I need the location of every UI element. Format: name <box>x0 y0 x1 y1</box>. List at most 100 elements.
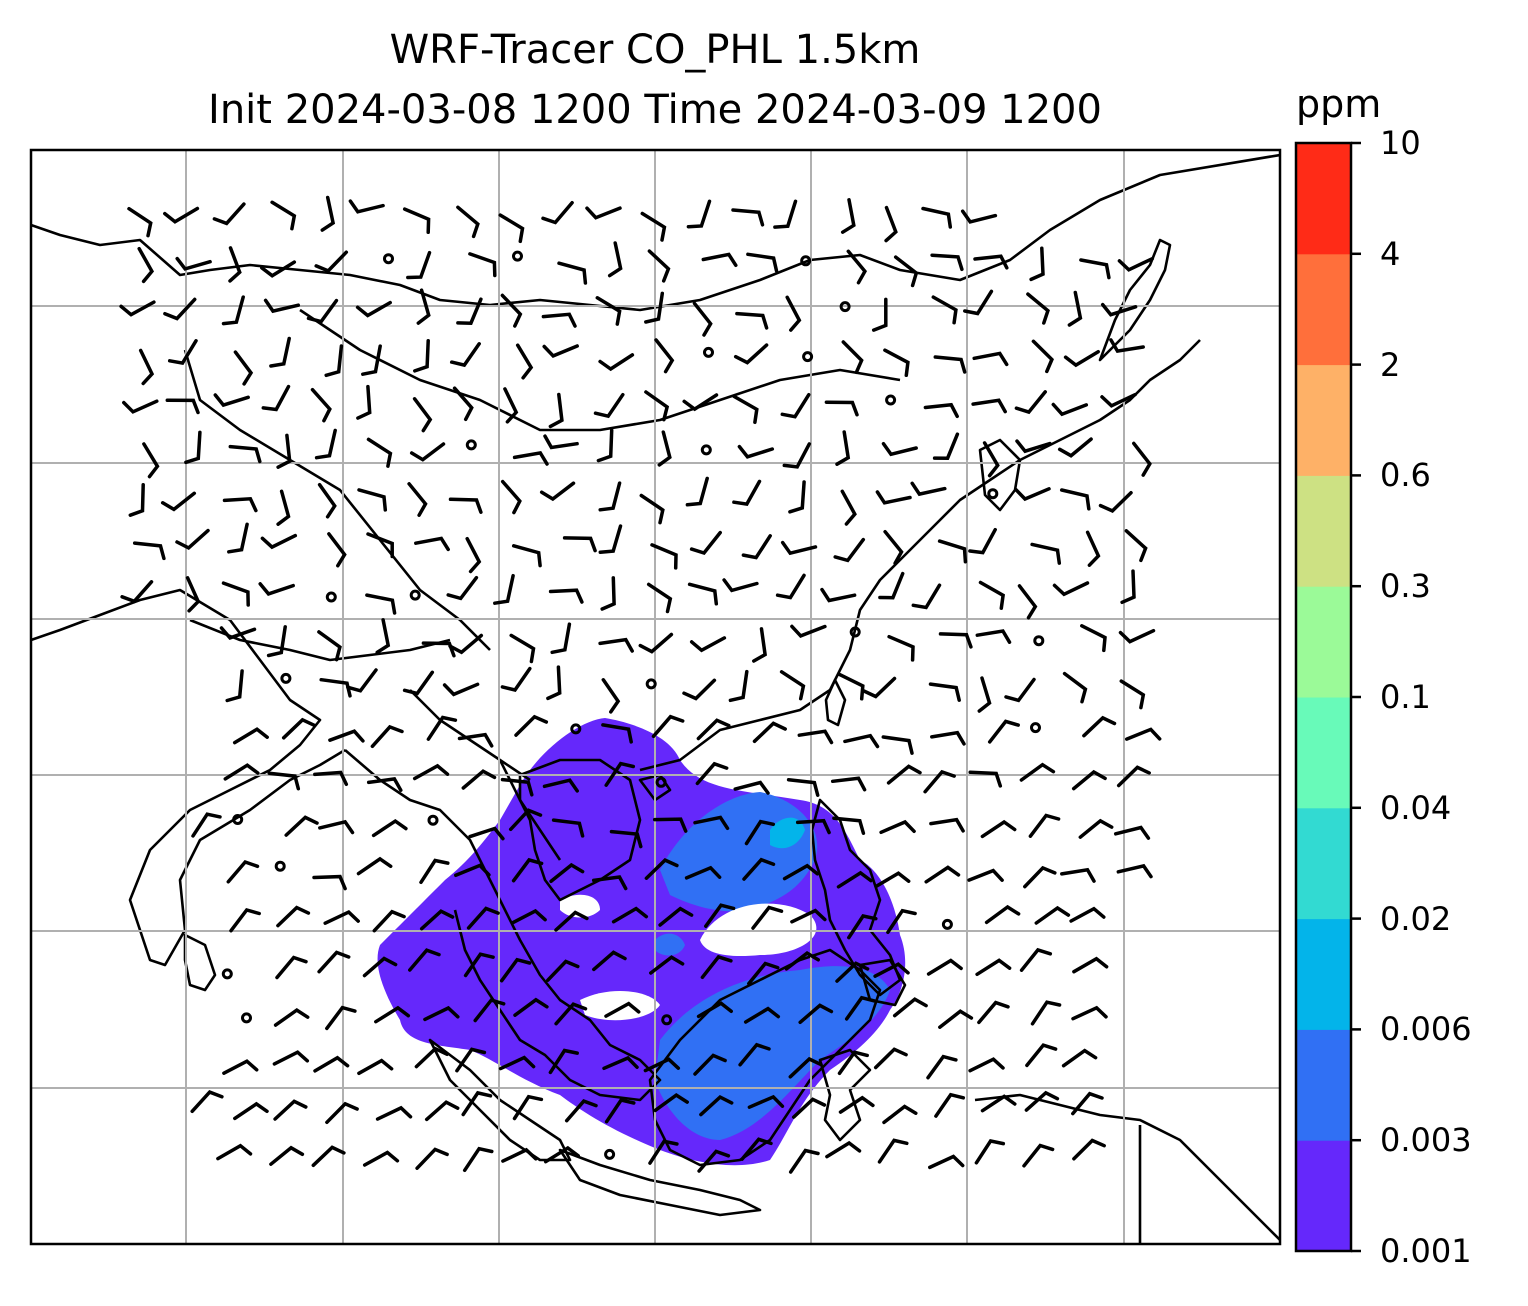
wind-barb <box>500 479 522 515</box>
wind-barb <box>963 289 994 316</box>
wind-barb <box>684 865 722 880</box>
coastline-borneo <box>648 948 882 1167</box>
wind-barb <box>682 393 719 412</box>
wind-barb <box>923 402 959 419</box>
wind-barb <box>1019 947 1053 972</box>
wind-barb <box>682 678 717 701</box>
wind-barb <box>840 489 857 526</box>
wind-barb <box>960 209 998 224</box>
calm-wind-marker <box>465 439 477 451</box>
wind-barbs <box>119 195 1162 1174</box>
wind-barb <box>546 959 580 982</box>
wind-barb <box>228 246 242 283</box>
wind-barb <box>921 206 953 229</box>
wind-barb <box>1014 487 1051 502</box>
wind-barb <box>461 1090 493 1117</box>
calm-wind-marker <box>1030 722 1041 734</box>
wind-barb <box>874 871 911 889</box>
wind-barb <box>644 390 670 422</box>
wind-barb <box>455 1047 487 1073</box>
calm-wind-marker <box>987 488 999 500</box>
wind-barb <box>311 1145 346 1168</box>
wind-barb <box>212 202 246 226</box>
coastline-new-guinea <box>974 1093 1280 1241</box>
wind-barb <box>932 432 960 460</box>
wind-barb <box>539 481 576 502</box>
wind-barb <box>937 539 968 564</box>
colorbar-tick-label: 0.04 <box>1380 788 1452 827</box>
calm-wind-marker <box>570 723 582 735</box>
wind-barb <box>930 730 966 746</box>
wind-barb <box>1023 865 1057 889</box>
wind-barb <box>598 353 635 372</box>
wind-barb <box>258 582 295 596</box>
wind-barb <box>732 394 759 425</box>
wind-barb <box>933 355 967 374</box>
wind-barb <box>317 482 337 519</box>
wind-barb <box>658 906 694 927</box>
wind-barb <box>653 1092 689 1113</box>
wind-barb <box>375 618 391 655</box>
wind-barb <box>780 392 811 419</box>
wind-barb <box>415 1147 449 1170</box>
wind-barb <box>442 682 480 697</box>
wind-barb <box>511 857 544 883</box>
wind-barb <box>327 532 347 568</box>
wind-barb <box>685 476 709 507</box>
calm-wind-marker <box>221 968 233 980</box>
wind-barb <box>696 1001 733 1019</box>
wind-barb <box>972 351 1009 367</box>
wind-barb <box>728 669 749 703</box>
colorbar <box>1294 141 1361 1253</box>
wind-barb <box>892 997 928 1018</box>
wind-barb <box>185 576 201 613</box>
wind-barb <box>743 1006 781 1024</box>
calm-wind-marker <box>427 814 439 826</box>
wind-barb <box>929 817 965 833</box>
wind-barb <box>775 573 806 600</box>
wind-barb <box>328 729 365 743</box>
wind-barb <box>269 1145 305 1166</box>
wind-barb <box>456 205 480 239</box>
wind-barb <box>971 398 1007 414</box>
wind-barb <box>370 724 404 749</box>
wind-barb <box>284 815 319 837</box>
wind-barb <box>448 633 484 655</box>
wind-barb <box>1025 1043 1058 1068</box>
wind-barb <box>928 682 961 702</box>
wind-barb <box>346 668 378 693</box>
wind-barb <box>319 677 352 698</box>
wind-barb <box>639 493 665 525</box>
calm-wind-marker <box>802 351 814 363</box>
wind-barb <box>910 481 947 497</box>
wind-barb <box>602 1055 639 1071</box>
calm-wind-marker <box>241 1012 252 1024</box>
coastline-sulawesi <box>818 1048 872 1142</box>
wind-barb <box>607 241 623 278</box>
wind-barb <box>785 295 802 332</box>
wind-barb <box>1071 1005 1108 1021</box>
calm-wind-marker <box>703 346 714 358</box>
wind-barb <box>1004 677 1036 703</box>
wind-barb <box>462 1146 494 1173</box>
wind-barb <box>788 1056 823 1079</box>
wind-barb <box>221 295 245 326</box>
wind-barb <box>984 904 1021 925</box>
wind-barb <box>693 1053 727 1076</box>
wind-barb <box>881 441 918 457</box>
wind-barb <box>138 348 155 386</box>
wind-barb <box>306 298 339 324</box>
wind-barb <box>835 961 870 983</box>
plume-gap <box>700 903 817 957</box>
wind-barb <box>1072 1138 1106 1161</box>
wind-barb <box>704 903 736 928</box>
wind-barb <box>790 624 827 638</box>
wind-barb <box>643 1057 681 1073</box>
wind-barb <box>355 300 392 318</box>
wind-barb <box>835 430 851 466</box>
calm-wind-marker <box>409 589 421 601</box>
border-himalaya <box>189 618 451 662</box>
wind-barb <box>175 256 212 271</box>
wind-barb <box>324 344 344 378</box>
wind-barb <box>1072 956 1109 974</box>
